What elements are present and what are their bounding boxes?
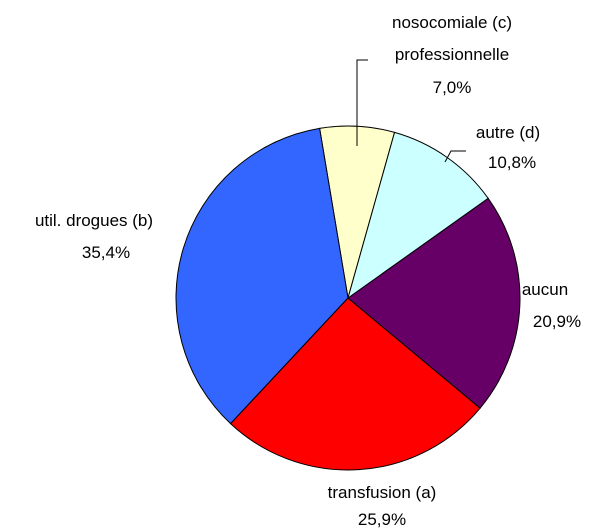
value-label: 10,8%	[487, 153, 537, 172]
slice-label: util. drogues (b)	[34, 211, 154, 230]
value-label: 25,9%	[357, 510, 407, 529]
slice-label: aucun	[521, 280, 569, 299]
pie-slice	[229, 297, 481, 471]
value-label: 35,4%	[81, 243, 131, 262]
value-label: 7,0%	[432, 78, 472, 97]
pie-slice	[347, 197, 521, 409]
slice-label: transfusion (a)	[327, 483, 437, 502]
leader-line	[356, 59, 368, 146]
pie-slice	[175, 127, 349, 425]
value-label: 20,9%	[532, 312, 582, 331]
leader-line	[444, 150, 466, 163]
slice-label: nosocomiale (c) professionnelle	[392, 13, 512, 64]
slice-label: autre (d)	[475, 123, 541, 142]
